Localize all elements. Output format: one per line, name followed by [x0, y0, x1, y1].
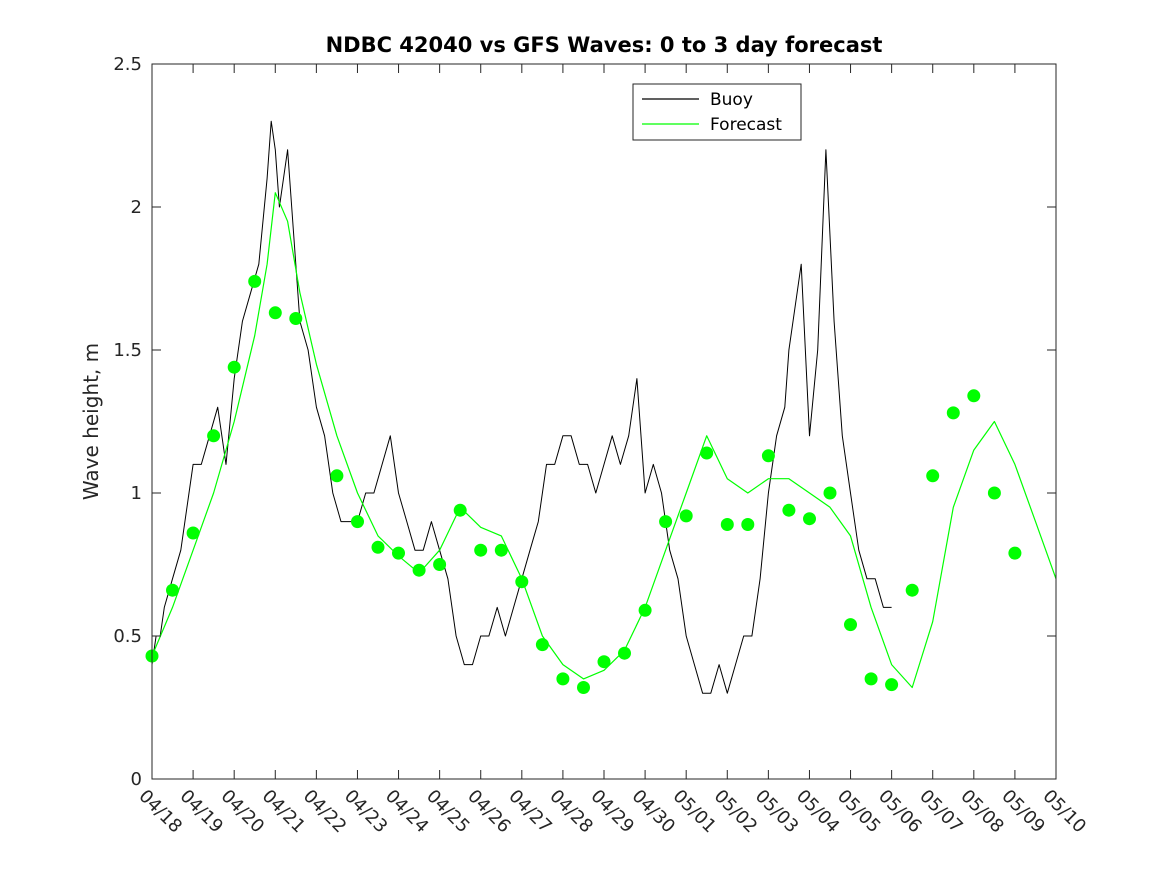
data-point [679, 509, 693, 523]
y-tick-label: 1 [131, 483, 142, 504]
y-tick-label: 2 [131, 197, 142, 218]
data-point [371, 540, 385, 554]
x-tick-label: 05/03 [751, 786, 803, 838]
data-point [761, 449, 775, 463]
data-point [823, 486, 837, 500]
axes-box [151, 63, 1057, 780]
data-point [453, 503, 467, 517]
x-tick-label: 05/05 [833, 786, 885, 838]
legend-label-buoy: Buoy [710, 90, 753, 110]
data-point [535, 638, 549, 652]
data-point [474, 543, 488, 557]
y-tick-label: 0.5 [113, 626, 142, 647]
data-point [618, 646, 631, 660]
x-tick-label: 05/10 [1038, 786, 1090, 838]
data-point [720, 518, 734, 531]
x-tick-label: 05/08 [956, 786, 1008, 838]
x-tick-label: 05/04 [792, 786, 844, 838]
data-point [1008, 546, 1022, 560]
x-tick-label: 04/24 [381, 786, 433, 838]
data-point [659, 515, 673, 529]
y-tick-label: 1.5 [113, 340, 142, 361]
series-line-forecast [151, 192, 1057, 689]
series-line-buoy [151, 120, 892, 694]
x-tick-label: 04/28 [545, 786, 597, 838]
data-point [597, 655, 611, 669]
data-point [494, 543, 508, 557]
data-point [166, 583, 179, 597]
x-tick-label: 04/22 [299, 786, 351, 838]
data-point [412, 563, 426, 577]
data-point [741, 518, 755, 531]
x-tick-label: 04/25 [422, 786, 474, 838]
data-point [289, 312, 303, 325]
x-tick-label: 05/06 [874, 786, 926, 838]
data-point [885, 678, 899, 692]
data-point [556, 672, 570, 686]
data-point [844, 618, 857, 632]
data-point [926, 469, 940, 483]
x-tick-label: 04/27 [504, 786, 556, 838]
chart-title: NDBC 42040 vs GFS Waves: 0 to 3 day fore… [326, 33, 883, 57]
x-tick-label: 04/20 [217, 786, 269, 838]
data-point [392, 546, 405, 560]
x-tick-label: 04/26 [463, 786, 515, 838]
legend-label-forecast: Forecast [710, 115, 782, 135]
data-point [351, 515, 364, 529]
data-point [577, 681, 590, 694]
data-point [248, 274, 262, 288]
data-point [946, 406, 960, 420]
data-point [268, 306, 282, 320]
data-point [638, 603, 652, 617]
data-point [967, 389, 981, 403]
x-tick-label: 04/19 [176, 786, 228, 838]
y-tick-label: 2.5 [113, 54, 142, 75]
y-axis-label: Wave height, m [79, 343, 103, 500]
data-point [803, 512, 816, 526]
x-tick-label: 04/30 [628, 786, 680, 838]
data-point [782, 503, 796, 517]
legend: Buoy Forecast [632, 83, 802, 141]
x-tick-label: 05/02 [710, 786, 762, 838]
x-tick-label: 04/21 [258, 786, 310, 838]
legend-box [632, 83, 802, 141]
plot-area: 00.511.522.504/1804/1904/2004/2104/2204/… [113, 54, 1090, 837]
data-point [700, 446, 714, 460]
x-tick-label: 05/01 [669, 786, 721, 838]
x-tick-label: 04/23 [340, 786, 392, 838]
y-tick-label: 0 [131, 769, 142, 790]
data-point [987, 486, 1001, 500]
x-tick-label: 04/18 [134, 786, 186, 838]
x-tick-label: 04/29 [586, 786, 638, 838]
data-point [227, 360, 241, 374]
data-point [905, 583, 919, 597]
x-tick-label: 05/07 [915, 786, 967, 838]
data-point [433, 558, 447, 571]
data-point [515, 575, 529, 589]
data-point [207, 429, 221, 443]
x-tick-label: 05/09 [997, 786, 1049, 838]
data-point [864, 672, 878, 686]
data-point [330, 469, 344, 483]
data-point [186, 526, 200, 540]
